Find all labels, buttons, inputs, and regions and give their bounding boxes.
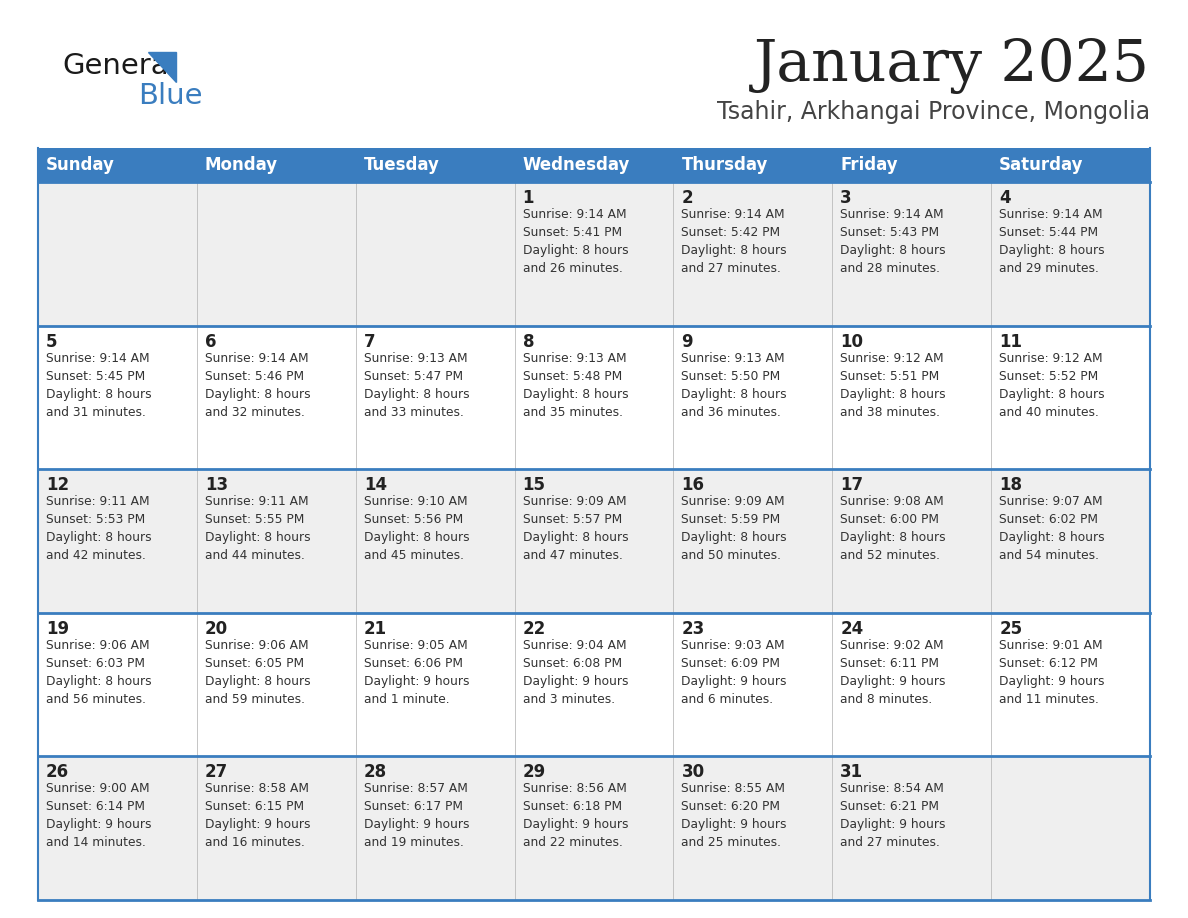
Text: Sunrise: 9:14 AM
Sunset: 5:43 PM
Daylight: 8 hours
and 28 minutes.: Sunrise: 9:14 AM Sunset: 5:43 PM Dayligh…: [840, 208, 946, 275]
Text: 22: 22: [523, 620, 545, 638]
Bar: [38, 613, 1150, 756]
Text: Sunrise: 9:09 AM
Sunset: 5:59 PM
Daylight: 8 hours
and 50 minutes.: Sunrise: 9:09 AM Sunset: 5:59 PM Dayligh…: [682, 495, 788, 562]
Text: Sunrise: 9:14 AM
Sunset: 5:46 PM
Daylight: 8 hours
and 32 minutes.: Sunrise: 9:14 AM Sunset: 5:46 PM Dayligh…: [204, 352, 310, 419]
Text: Sunrise: 9:12 AM
Sunset: 5:52 PM
Daylight: 8 hours
and 40 minutes.: Sunrise: 9:12 AM Sunset: 5:52 PM Dayligh…: [999, 352, 1105, 419]
Text: 11: 11: [999, 332, 1022, 351]
Text: 19: 19: [46, 620, 69, 638]
Text: 9: 9: [682, 332, 693, 351]
Text: 21: 21: [364, 620, 387, 638]
Text: Sunrise: 9:01 AM
Sunset: 6:12 PM
Daylight: 9 hours
and 11 minutes.: Sunrise: 9:01 AM Sunset: 6:12 PM Dayligh…: [999, 639, 1105, 706]
Text: 20: 20: [204, 620, 228, 638]
Text: Tuesday: Tuesday: [364, 156, 440, 174]
Text: Sunrise: 9:13 AM
Sunset: 5:47 PM
Daylight: 8 hours
and 33 minutes.: Sunrise: 9:13 AM Sunset: 5:47 PM Dayligh…: [364, 352, 469, 419]
Text: Sunday: Sunday: [46, 156, 115, 174]
Text: Monday: Monday: [204, 156, 278, 174]
Text: Sunrise: 9:14 AM
Sunset: 5:41 PM
Daylight: 8 hours
and 26 minutes.: Sunrise: 9:14 AM Sunset: 5:41 PM Dayligh…: [523, 208, 628, 275]
Text: 24: 24: [840, 620, 864, 638]
Text: Sunrise: 9:08 AM
Sunset: 6:00 PM
Daylight: 8 hours
and 52 minutes.: Sunrise: 9:08 AM Sunset: 6:00 PM Dayligh…: [840, 495, 946, 562]
Text: Sunrise: 9:14 AM
Sunset: 5:45 PM
Daylight: 8 hours
and 31 minutes.: Sunrise: 9:14 AM Sunset: 5:45 PM Dayligh…: [46, 352, 152, 419]
Text: 17: 17: [840, 476, 864, 494]
Text: 12: 12: [46, 476, 69, 494]
Text: Sunrise: 9:13 AM
Sunset: 5:50 PM
Daylight: 8 hours
and 36 minutes.: Sunrise: 9:13 AM Sunset: 5:50 PM Dayligh…: [682, 352, 788, 419]
Text: 30: 30: [682, 764, 704, 781]
Text: Wednesday: Wednesday: [523, 156, 630, 174]
Text: 3: 3: [840, 189, 852, 207]
Text: Sunrise: 9:00 AM
Sunset: 6:14 PM
Daylight: 9 hours
and 14 minutes.: Sunrise: 9:00 AM Sunset: 6:14 PM Dayligh…: [46, 782, 152, 849]
Text: Sunrise: 9:04 AM
Sunset: 6:08 PM
Daylight: 9 hours
and 3 minutes.: Sunrise: 9:04 AM Sunset: 6:08 PM Dayligh…: [523, 639, 628, 706]
Text: 14: 14: [364, 476, 387, 494]
Text: 10: 10: [840, 332, 864, 351]
Text: 7: 7: [364, 332, 375, 351]
Text: Thursday: Thursday: [682, 156, 767, 174]
Bar: [38, 326, 1150, 469]
Text: Friday: Friday: [840, 156, 898, 174]
Text: Tsahir, Arkhangai Province, Mongolia: Tsahir, Arkhangai Province, Mongolia: [716, 100, 1150, 124]
Text: Sunrise: 9:11 AM
Sunset: 5:55 PM
Daylight: 8 hours
and 44 minutes.: Sunrise: 9:11 AM Sunset: 5:55 PM Dayligh…: [204, 495, 310, 562]
Text: 27: 27: [204, 764, 228, 781]
Text: Sunrise: 9:06 AM
Sunset: 6:05 PM
Daylight: 8 hours
and 59 minutes.: Sunrise: 9:06 AM Sunset: 6:05 PM Dayligh…: [204, 639, 310, 706]
Text: Sunrise: 9:14 AM
Sunset: 5:42 PM
Daylight: 8 hours
and 27 minutes.: Sunrise: 9:14 AM Sunset: 5:42 PM Dayligh…: [682, 208, 788, 275]
Text: 25: 25: [999, 620, 1022, 638]
Text: Saturday: Saturday: [999, 156, 1083, 174]
Text: 28: 28: [364, 764, 387, 781]
Text: Sunrise: 8:54 AM
Sunset: 6:21 PM
Daylight: 9 hours
and 27 minutes.: Sunrise: 8:54 AM Sunset: 6:21 PM Dayligh…: [840, 782, 946, 849]
Text: Sunrise: 9:13 AM
Sunset: 5:48 PM
Daylight: 8 hours
and 35 minutes.: Sunrise: 9:13 AM Sunset: 5:48 PM Dayligh…: [523, 352, 628, 419]
Text: Sunrise: 9:06 AM
Sunset: 6:03 PM
Daylight: 8 hours
and 56 minutes.: Sunrise: 9:06 AM Sunset: 6:03 PM Dayligh…: [46, 639, 152, 706]
Text: 6: 6: [204, 332, 216, 351]
Text: Blue: Blue: [138, 82, 202, 110]
Text: Sunrise: 9:10 AM
Sunset: 5:56 PM
Daylight: 8 hours
and 45 minutes.: Sunrise: 9:10 AM Sunset: 5:56 PM Dayligh…: [364, 495, 469, 562]
Text: 29: 29: [523, 764, 545, 781]
Text: Sunrise: 9:09 AM
Sunset: 5:57 PM
Daylight: 8 hours
and 47 minutes.: Sunrise: 9:09 AM Sunset: 5:57 PM Dayligh…: [523, 495, 628, 562]
Text: Sunrise: 8:56 AM
Sunset: 6:18 PM
Daylight: 9 hours
and 22 minutes.: Sunrise: 8:56 AM Sunset: 6:18 PM Dayligh…: [523, 782, 628, 849]
Text: 18: 18: [999, 476, 1022, 494]
Text: Sunrise: 9:12 AM
Sunset: 5:51 PM
Daylight: 8 hours
and 38 minutes.: Sunrise: 9:12 AM Sunset: 5:51 PM Dayligh…: [840, 352, 946, 419]
Text: General: General: [62, 52, 177, 80]
Text: Sunrise: 9:07 AM
Sunset: 6:02 PM
Daylight: 8 hours
and 54 minutes.: Sunrise: 9:07 AM Sunset: 6:02 PM Dayligh…: [999, 495, 1105, 562]
Text: Sunrise: 8:57 AM
Sunset: 6:17 PM
Daylight: 9 hours
and 19 minutes.: Sunrise: 8:57 AM Sunset: 6:17 PM Dayligh…: [364, 782, 469, 849]
Text: 16: 16: [682, 476, 704, 494]
Text: 2: 2: [682, 189, 693, 207]
Text: Sunrise: 9:14 AM
Sunset: 5:44 PM
Daylight: 8 hours
and 29 minutes.: Sunrise: 9:14 AM Sunset: 5:44 PM Dayligh…: [999, 208, 1105, 275]
Text: Sunrise: 9:05 AM
Sunset: 6:06 PM
Daylight: 9 hours
and 1 minute.: Sunrise: 9:05 AM Sunset: 6:06 PM Dayligh…: [364, 639, 469, 706]
Text: 31: 31: [840, 764, 864, 781]
Text: 5: 5: [46, 332, 57, 351]
Bar: [38, 756, 1150, 900]
Text: 15: 15: [523, 476, 545, 494]
Text: 4: 4: [999, 189, 1011, 207]
Text: Sunrise: 9:03 AM
Sunset: 6:09 PM
Daylight: 9 hours
and 6 minutes.: Sunrise: 9:03 AM Sunset: 6:09 PM Dayligh…: [682, 639, 786, 706]
Bar: [38, 469, 1150, 613]
Text: 26: 26: [46, 764, 69, 781]
Text: Sunrise: 8:55 AM
Sunset: 6:20 PM
Daylight: 9 hours
and 25 minutes.: Sunrise: 8:55 AM Sunset: 6:20 PM Dayligh…: [682, 782, 786, 849]
Text: Sunrise: 9:02 AM
Sunset: 6:11 PM
Daylight: 9 hours
and 8 minutes.: Sunrise: 9:02 AM Sunset: 6:11 PM Dayligh…: [840, 639, 946, 706]
Bar: [38, 148, 1150, 182]
Text: 23: 23: [682, 620, 704, 638]
Bar: [38, 182, 1150, 326]
Text: Sunrise: 9:11 AM
Sunset: 5:53 PM
Daylight: 8 hours
and 42 minutes.: Sunrise: 9:11 AM Sunset: 5:53 PM Dayligh…: [46, 495, 152, 562]
Polygon shape: [148, 52, 176, 82]
Text: January 2025: January 2025: [754, 38, 1150, 94]
Text: Sunrise: 8:58 AM
Sunset: 6:15 PM
Daylight: 9 hours
and 16 minutes.: Sunrise: 8:58 AM Sunset: 6:15 PM Dayligh…: [204, 782, 310, 849]
Text: 1: 1: [523, 189, 535, 207]
Text: 13: 13: [204, 476, 228, 494]
Text: 8: 8: [523, 332, 535, 351]
